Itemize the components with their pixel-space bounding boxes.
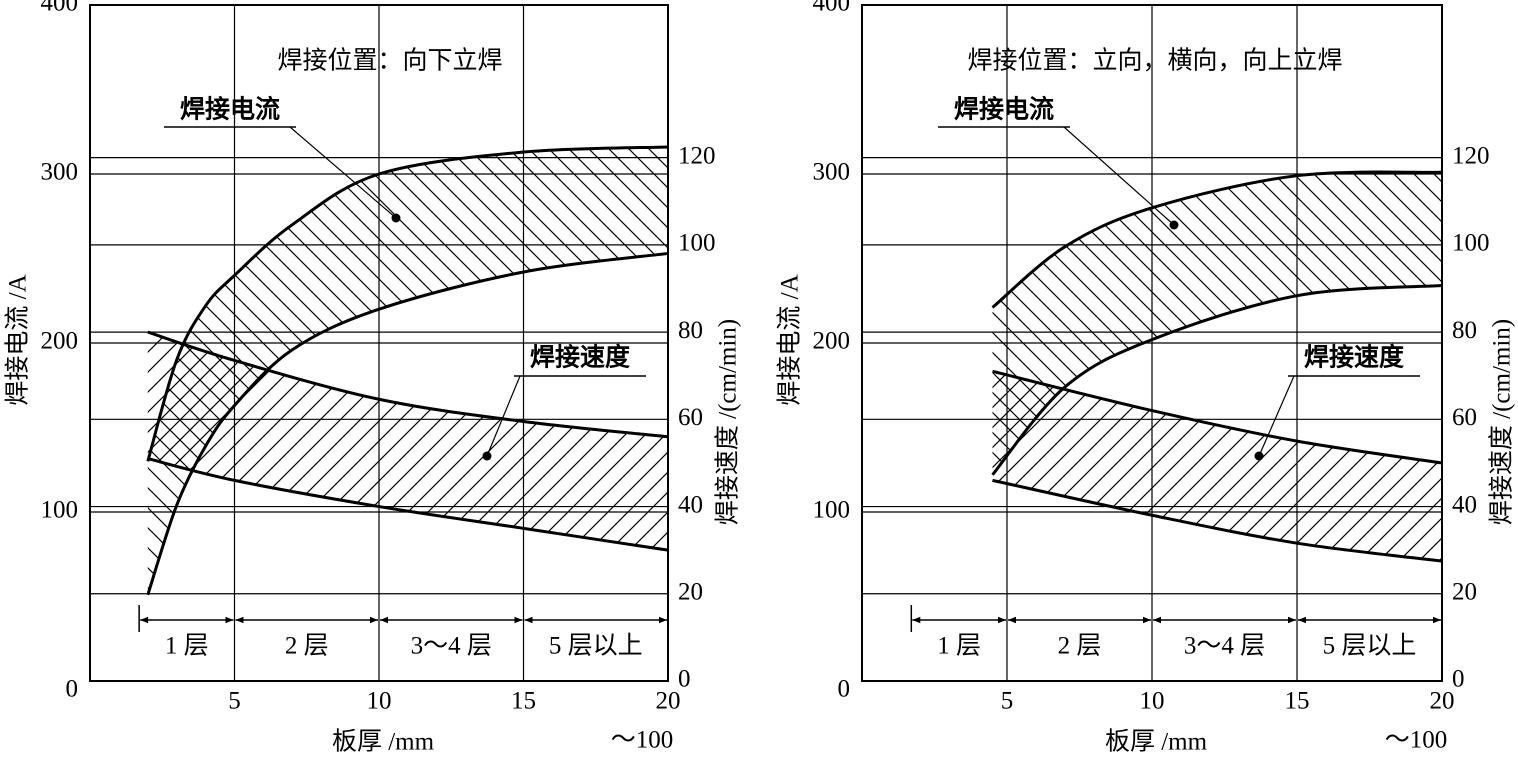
y-tick-label: 0 (66, 676, 79, 703)
layer-label: 1 层 (937, 633, 981, 660)
panel-title: 焊接位置：向下立焊 (277, 47, 502, 75)
y-tick-label: 200 (41, 328, 79, 355)
hatched-band (147, 332, 669, 551)
y-axis-label: 焊接电流 /A (4, 274, 32, 405)
x-tick-label: 15 (511, 688, 536, 715)
panel-title: 焊接位置：立向，横向，向上立焊 (967, 47, 1342, 75)
y2-tick-label: 120 (1452, 142, 1490, 169)
y-tick-label: 300 (41, 159, 79, 186)
y-tick-label: 100 (41, 497, 79, 524)
y2-tick-label: 40 (678, 491, 703, 518)
band-lower-curve (147, 457, 669, 552)
y2-tick-label: 80 (1452, 317, 1477, 344)
leader-dot (482, 451, 492, 461)
layer-label: 1 层 (165, 633, 209, 660)
hatched-band (147, 146, 669, 595)
y-tick-label: 400 (41, 0, 79, 17)
x-tick-label: 5 (1001, 688, 1014, 715)
y2-tick-label: 0 (1452, 666, 1465, 693)
y-tick-label: 100 (813, 497, 851, 524)
leader-line (486, 375, 521, 457)
plot-frame (861, 4, 1443, 682)
x-tick-label: 20 (1430, 688, 1455, 715)
y-tick-label: 0 (838, 676, 851, 703)
y2-tick-label: 20 (1452, 579, 1477, 606)
series-label: 焊接速度 (530, 343, 630, 372)
series-label: 焊接电流 (954, 96, 1054, 124)
band-lower-curve (146, 251, 669, 596)
layer-label: 5 层以上 (549, 632, 643, 660)
layer-label: 5 层以上 (1323, 632, 1417, 660)
leader-dot (391, 213, 401, 223)
layer-label: 2 层 (1058, 633, 1102, 660)
plot-frame (89, 4, 669, 682)
y2-axis-label: 焊接速度 /(cm/min) (1488, 319, 1516, 525)
leader-line (1063, 126, 1175, 226)
y2-tick-label: 80 (678, 317, 703, 344)
y2-tick-label: 0 (678, 666, 691, 693)
leader-line (1258, 375, 1295, 457)
band-upper-curve (992, 369, 1443, 465)
x-tick-label: 5 (228, 688, 241, 715)
y-axis-label: 焊接电流 /A (776, 274, 804, 405)
hatched-band (992, 371, 1442, 562)
y2-tick-label: 20 (678, 579, 703, 606)
band-upper-curve (991, 170, 1443, 309)
series-label: 焊接速度 (1304, 343, 1404, 372)
x-axis-label: 板厚 /mm (1105, 728, 1208, 756)
y2-tick-label: 60 (1452, 404, 1477, 431)
band-upper-curve (147, 330, 669, 439)
leader-dot (1254, 451, 1264, 461)
layer-label: 2 层 (285, 633, 329, 660)
y2-tick-label: 100 (1452, 230, 1490, 257)
x-tick-label: 10 (1140, 688, 1165, 715)
leader-dot (1169, 220, 1179, 230)
band-lower-curve (992, 478, 1443, 563)
y2-tick-label: 40 (1452, 491, 1477, 518)
y2-tick-label: 100 (678, 230, 716, 257)
x-axis-note: ～100 (611, 727, 674, 754)
x-axis-note: ～100 (1385, 727, 1448, 754)
layer-label: 3～4 层 (1184, 633, 1265, 660)
y-tick-label: 400 (813, 0, 851, 17)
y2-tick-label: 60 (678, 404, 703, 431)
hatched-band (992, 171, 1442, 475)
x-tick-label: 10 (367, 688, 392, 715)
y2-axis-label: 焊接速度 /(cm/min) (714, 319, 742, 525)
x-axis-label: 板厚 /mm (332, 728, 435, 756)
x-tick-label: 20 (656, 688, 681, 715)
y2-tick-label: 120 (678, 142, 716, 169)
y-tick-label: 200 (813, 328, 851, 355)
leader-line (289, 126, 397, 219)
y-tick-label: 300 (813, 159, 851, 186)
series-label: 焊接电流 (180, 96, 280, 124)
layer-label: 3～4 层 (411, 633, 492, 660)
x-tick-label: 15 (1285, 688, 1310, 715)
